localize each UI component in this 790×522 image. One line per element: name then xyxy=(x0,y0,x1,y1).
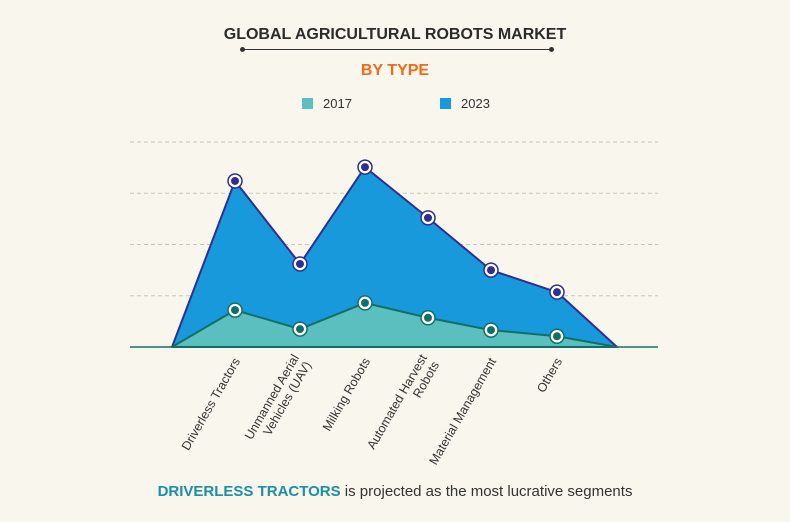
data-point-dot xyxy=(553,332,561,341)
footer-note: DRIVERLESS TRACTORS is projected as the … xyxy=(0,483,790,500)
title-divider xyxy=(240,47,554,52)
x-tick-label: Milking Robots xyxy=(320,356,373,434)
data-point-dot xyxy=(487,326,495,335)
data-point-dot xyxy=(424,213,432,222)
data-point-dot xyxy=(296,259,304,268)
legend-swatch xyxy=(440,98,451,109)
x-tick-label-line: Milking Robots xyxy=(320,356,373,434)
data-point-dot xyxy=(296,325,304,334)
data-point-dot xyxy=(424,313,432,322)
footer-highlight: DRIVERLESS TRACTORS xyxy=(157,483,341,500)
chart-title: GLOBAL AGRICULTURAL ROBOTS MARKET xyxy=(223,26,567,43)
data-point-dot xyxy=(231,176,239,185)
data-point-dot xyxy=(231,306,239,315)
x-tick-label-line: Others xyxy=(534,356,565,395)
legend-item-2023: 2023 xyxy=(440,96,490,111)
legend-label: 2023 xyxy=(461,96,490,111)
legend-label: 2017 xyxy=(323,96,352,111)
data-point-dot xyxy=(361,298,369,307)
legend-item-2017: 2017 xyxy=(302,96,352,111)
data-point-dot xyxy=(361,163,369,172)
legend-swatch xyxy=(302,98,313,109)
data-point-dot xyxy=(487,266,495,275)
footer-text: is projected as the most lucrative segme… xyxy=(340,483,633,500)
chart-subtitle: BY TYPE xyxy=(360,62,430,79)
x-tick-label-line: Driverless Tractors xyxy=(179,356,243,453)
x-tick-label-line: Automated Harvest xyxy=(364,352,430,452)
x-tick-label: Others xyxy=(534,356,565,395)
x-tick-label: Driverless Tractors xyxy=(179,356,243,453)
data-point-dot xyxy=(553,288,561,297)
